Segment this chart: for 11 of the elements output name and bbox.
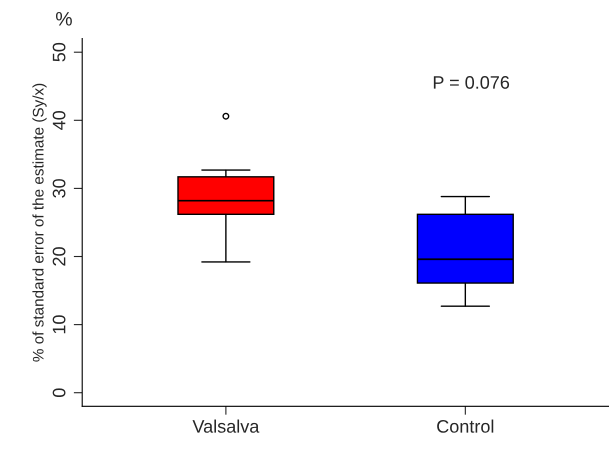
y-tick-label: 0	[52, 388, 66, 398]
y-axis-title: % of standard error of the estimate (Sy/x)	[32, 84, 47, 362]
y-tick-label: 50	[52, 42, 66, 62]
annotation: P = 0.076	[434, 76, 510, 89]
x-tick-label: Control	[437, 420, 494, 433]
y-tick-label: 40	[52, 110, 66, 130]
y-tick-label: 10	[52, 315, 66, 334]
y-tick-label: 20	[52, 247, 66, 266]
text: %	[56, 12, 72, 26]
x-tick-label: Valsalva	[192, 420, 260, 433]
y-tick-label: 30	[52, 179, 66, 198]
